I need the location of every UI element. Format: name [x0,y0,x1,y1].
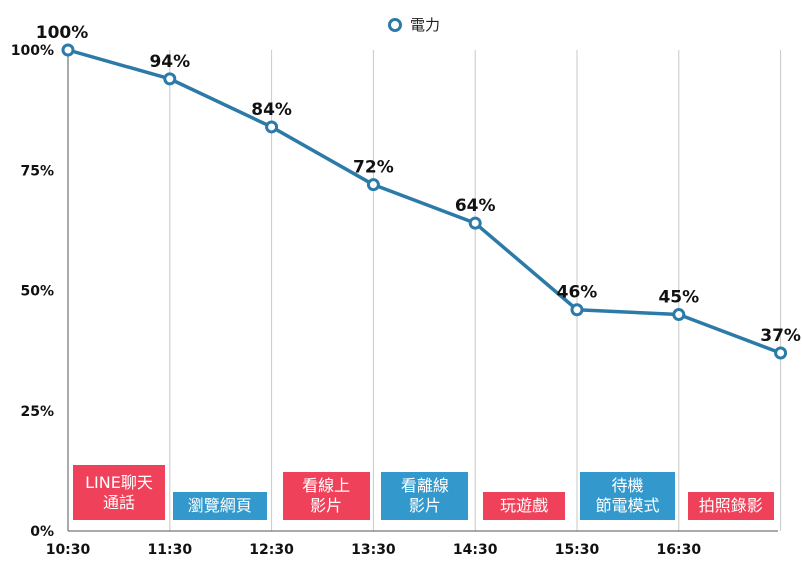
x-tick-label: 13:30 [351,542,396,558]
activity-tag: 玩遊戲 [483,492,566,520]
data-label: 45% [658,288,699,308]
series-line [67,48,782,355]
data-label: 72% [353,158,394,178]
activity-tag: 拍照錄影 [687,492,774,520]
legend: 電力 [388,14,440,35]
activity-tag: 看離線 影片 [381,472,469,520]
y-tick-label: 25% [20,404,54,420]
y-tick-label: 100% [11,43,54,59]
data-label: 94% [149,52,190,72]
x-tick-label: 12:30 [249,542,294,558]
x-tick-label: 16:30 [657,542,702,558]
data-point [61,43,75,57]
data-point [672,308,686,322]
activity-tag: 瀏覽網頁 [172,492,267,520]
data-label: 46% [557,283,598,303]
y-tick-label: 0% [30,524,54,540]
activity-tag: LINE聊天 通話 [73,465,165,520]
data-point [163,72,177,86]
data-point [468,216,482,230]
x-tick-label: 14:30 [453,542,498,558]
data-point [265,120,279,134]
data-label: 100% [36,23,89,43]
data-point [774,346,788,360]
data-label: 84% [251,100,292,120]
x-tick-label: 15:30 [555,542,600,558]
data-point [366,178,380,192]
legend-marker-icon [388,17,402,32]
data-label: 64% [455,196,496,216]
data-point [570,303,584,317]
activity-tag: 待機 節電模式 [580,472,675,520]
activity-tag: 看線上 影片 [282,472,370,520]
y-tick-label: 75% [20,163,54,179]
data-label: 37% [760,326,801,346]
y-tick-label: 50% [20,284,54,300]
x-tick-label: 11:30 [148,542,193,558]
legend-label: 電力 [410,16,441,34]
x-tick-label: 10:30 [46,542,91,558]
